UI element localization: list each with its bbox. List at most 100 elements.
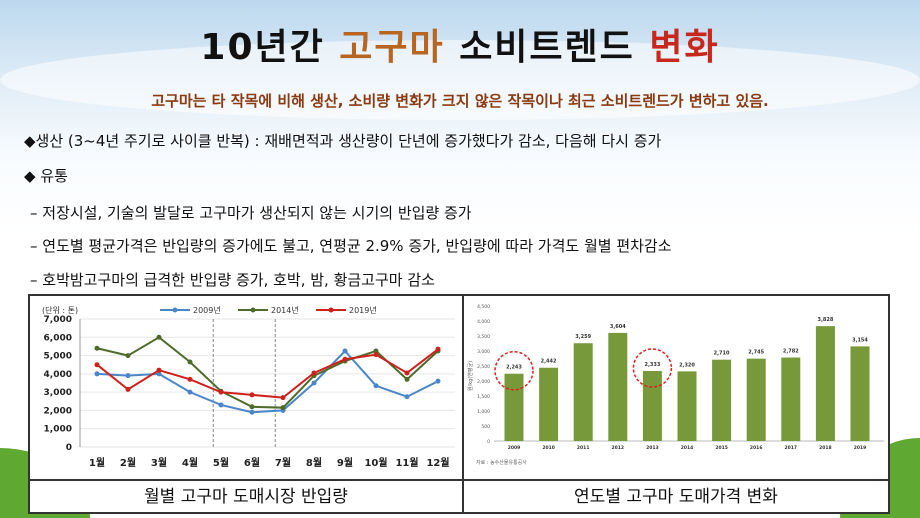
x-tick-label: 2010: [542, 445, 555, 451]
data-point: [125, 373, 131, 379]
y-tick-label: 5,000: [44, 352, 72, 362]
bar-data-label: 2,333: [644, 362, 660, 368]
bar-2017: [781, 357, 801, 441]
yearly-price-bar-chart: 0 500 1,000 1,500 2,000 2,500 3,000 3,500 4,000 4…: [467, 304, 884, 466]
data-point: [125, 386, 131, 392]
data-point: [280, 405, 286, 411]
title-part: 10년간: [200, 27, 340, 68]
legend-label: 2019년: [349, 305, 377, 315]
y-tick-label: 0: [487, 439, 490, 445]
y-tick-label: 7,000: [44, 315, 72, 325]
y-tick-label: 2,500: [477, 364, 490, 370]
data-point: [249, 392, 255, 398]
data-point: [187, 359, 193, 365]
bar-2019: [850, 346, 870, 441]
source-note: 자료 : 농수산물유통공사: [476, 459, 527, 466]
x-tick-label: 3월: [151, 457, 167, 469]
data-point: [94, 345, 100, 351]
legend-label: 2009년: [193, 305, 221, 315]
x-tick-label: 12월: [426, 457, 449, 469]
data-point: [311, 380, 317, 386]
x-tick-label: 2019: [854, 445, 867, 451]
legend-marker: [172, 307, 178, 313]
data-point: [187, 376, 193, 382]
y-tick-label: 1,000: [44, 425, 72, 435]
data-point: [249, 409, 255, 415]
slide-title: 10년간 고구마 소비트렌드 변화: [0, 18, 920, 70]
data-point: [404, 394, 410, 400]
bar-2011: [573, 343, 593, 441]
y-tick-label: 4,500: [477, 304, 490, 310]
x-tick-label: 4월: [182, 457, 198, 469]
y-tick-label: 2,000: [477, 379, 490, 385]
data-point: [218, 402, 224, 408]
sub-bullet: – 호박밤고구마의 급격한 반입량 증가, 호박, 밤, 황금고구마 감소: [30, 271, 435, 289]
data-point: [373, 352, 379, 358]
y-tick-label: 4,000: [44, 370, 72, 380]
bar-data-label: 2,782: [783, 349, 799, 355]
background-wave: [0, 40, 920, 120]
data-point: [342, 348, 348, 354]
bar-data-label: 3,828: [817, 317, 833, 323]
sub-bullet: – 연도별 평균가격은 반입량의 증가에도 불고, 연평균 2.9% 증가, 반…: [30, 237, 672, 255]
x-tick-label: 5월: [213, 457, 229, 469]
panel-divider: [462, 296, 464, 514]
bar-data-label: 2,442: [541, 359, 557, 365]
data-point: [404, 376, 410, 382]
data-point: [373, 383, 379, 389]
x-tick-label: 2월: [120, 457, 136, 469]
series-line-2014년: [96, 336, 439, 409]
data-point: [373, 348, 379, 354]
caption-left: 월별 고구마 도매시장 반입량: [30, 479, 462, 514]
data-point: [156, 371, 162, 377]
bar-2016: [746, 358, 766, 441]
bar-2010: [539, 367, 559, 441]
legend-label: 2014년: [271, 305, 299, 315]
y-tick-label: 6,000: [44, 333, 72, 343]
legend-marker: [250, 307, 256, 313]
data-point: [435, 378, 441, 384]
x-tick-label: 2018: [819, 445, 832, 451]
title-part: 소비트렌드: [444, 27, 650, 68]
y-tick-label: 1,500: [477, 394, 490, 400]
y-tick-label: 0: [66, 443, 72, 453]
bar-2014: [677, 371, 697, 441]
bar-data-label: 2,320: [679, 362, 695, 368]
series-line-2019년: [96, 348, 439, 399]
bar-2012: [608, 332, 628, 441]
highlight-circle: [632, 348, 673, 388]
data-point: [94, 362, 100, 368]
bar-2009: [504, 373, 524, 441]
data-point: [342, 356, 348, 362]
bar-2018: [815, 326, 835, 441]
data-point: [187, 389, 193, 395]
data-point: [404, 370, 410, 376]
x-tick-label: 2009: [508, 445, 521, 451]
bar-2015: [712, 359, 732, 441]
x-tick-label: 2013: [646, 445, 659, 451]
y-tick-label: 3,000: [477, 349, 490, 355]
data-point: [156, 367, 162, 373]
bar-data-label: 3,154: [852, 337, 868, 343]
data-point: [218, 389, 224, 395]
data-point: [249, 404, 255, 410]
bar-data-label: 2,710: [714, 351, 730, 357]
bar-data-label: 2,745: [748, 350, 764, 356]
x-tick-label: 9월: [337, 457, 353, 469]
title-highlight-change: 변화: [649, 27, 720, 68]
bullet-production: ◆생산 (3~4년 주기로 사이클 반복) : 재배면적과 생산량이 단년에 증…: [24, 132, 662, 150]
x-tick-label: 6월: [244, 457, 260, 469]
unit-label: (단위 : 톤): [42, 305, 78, 315]
title-highlight-sweetpotato: 고구마: [339, 27, 445, 68]
x-tick-label: 2014: [681, 445, 694, 451]
x-tick-label: 2011: [577, 445, 590, 451]
x-tick-label: 11월: [395, 457, 418, 469]
bar-data-label: 3,259: [575, 334, 591, 340]
y-tick-label: 1,000: [477, 409, 490, 415]
bar-data-label: 2,243: [506, 365, 522, 371]
y-tick-label: 500: [481, 424, 490, 430]
data-point: [156, 334, 162, 340]
data-point: [125, 353, 131, 359]
sub-bullet: – 저장시설, 기술의 발달로 고구마가 생산되지 않는 시기의 반입량 증가: [30, 204, 472, 222]
y-tick-label: 4,000: [477, 319, 490, 325]
